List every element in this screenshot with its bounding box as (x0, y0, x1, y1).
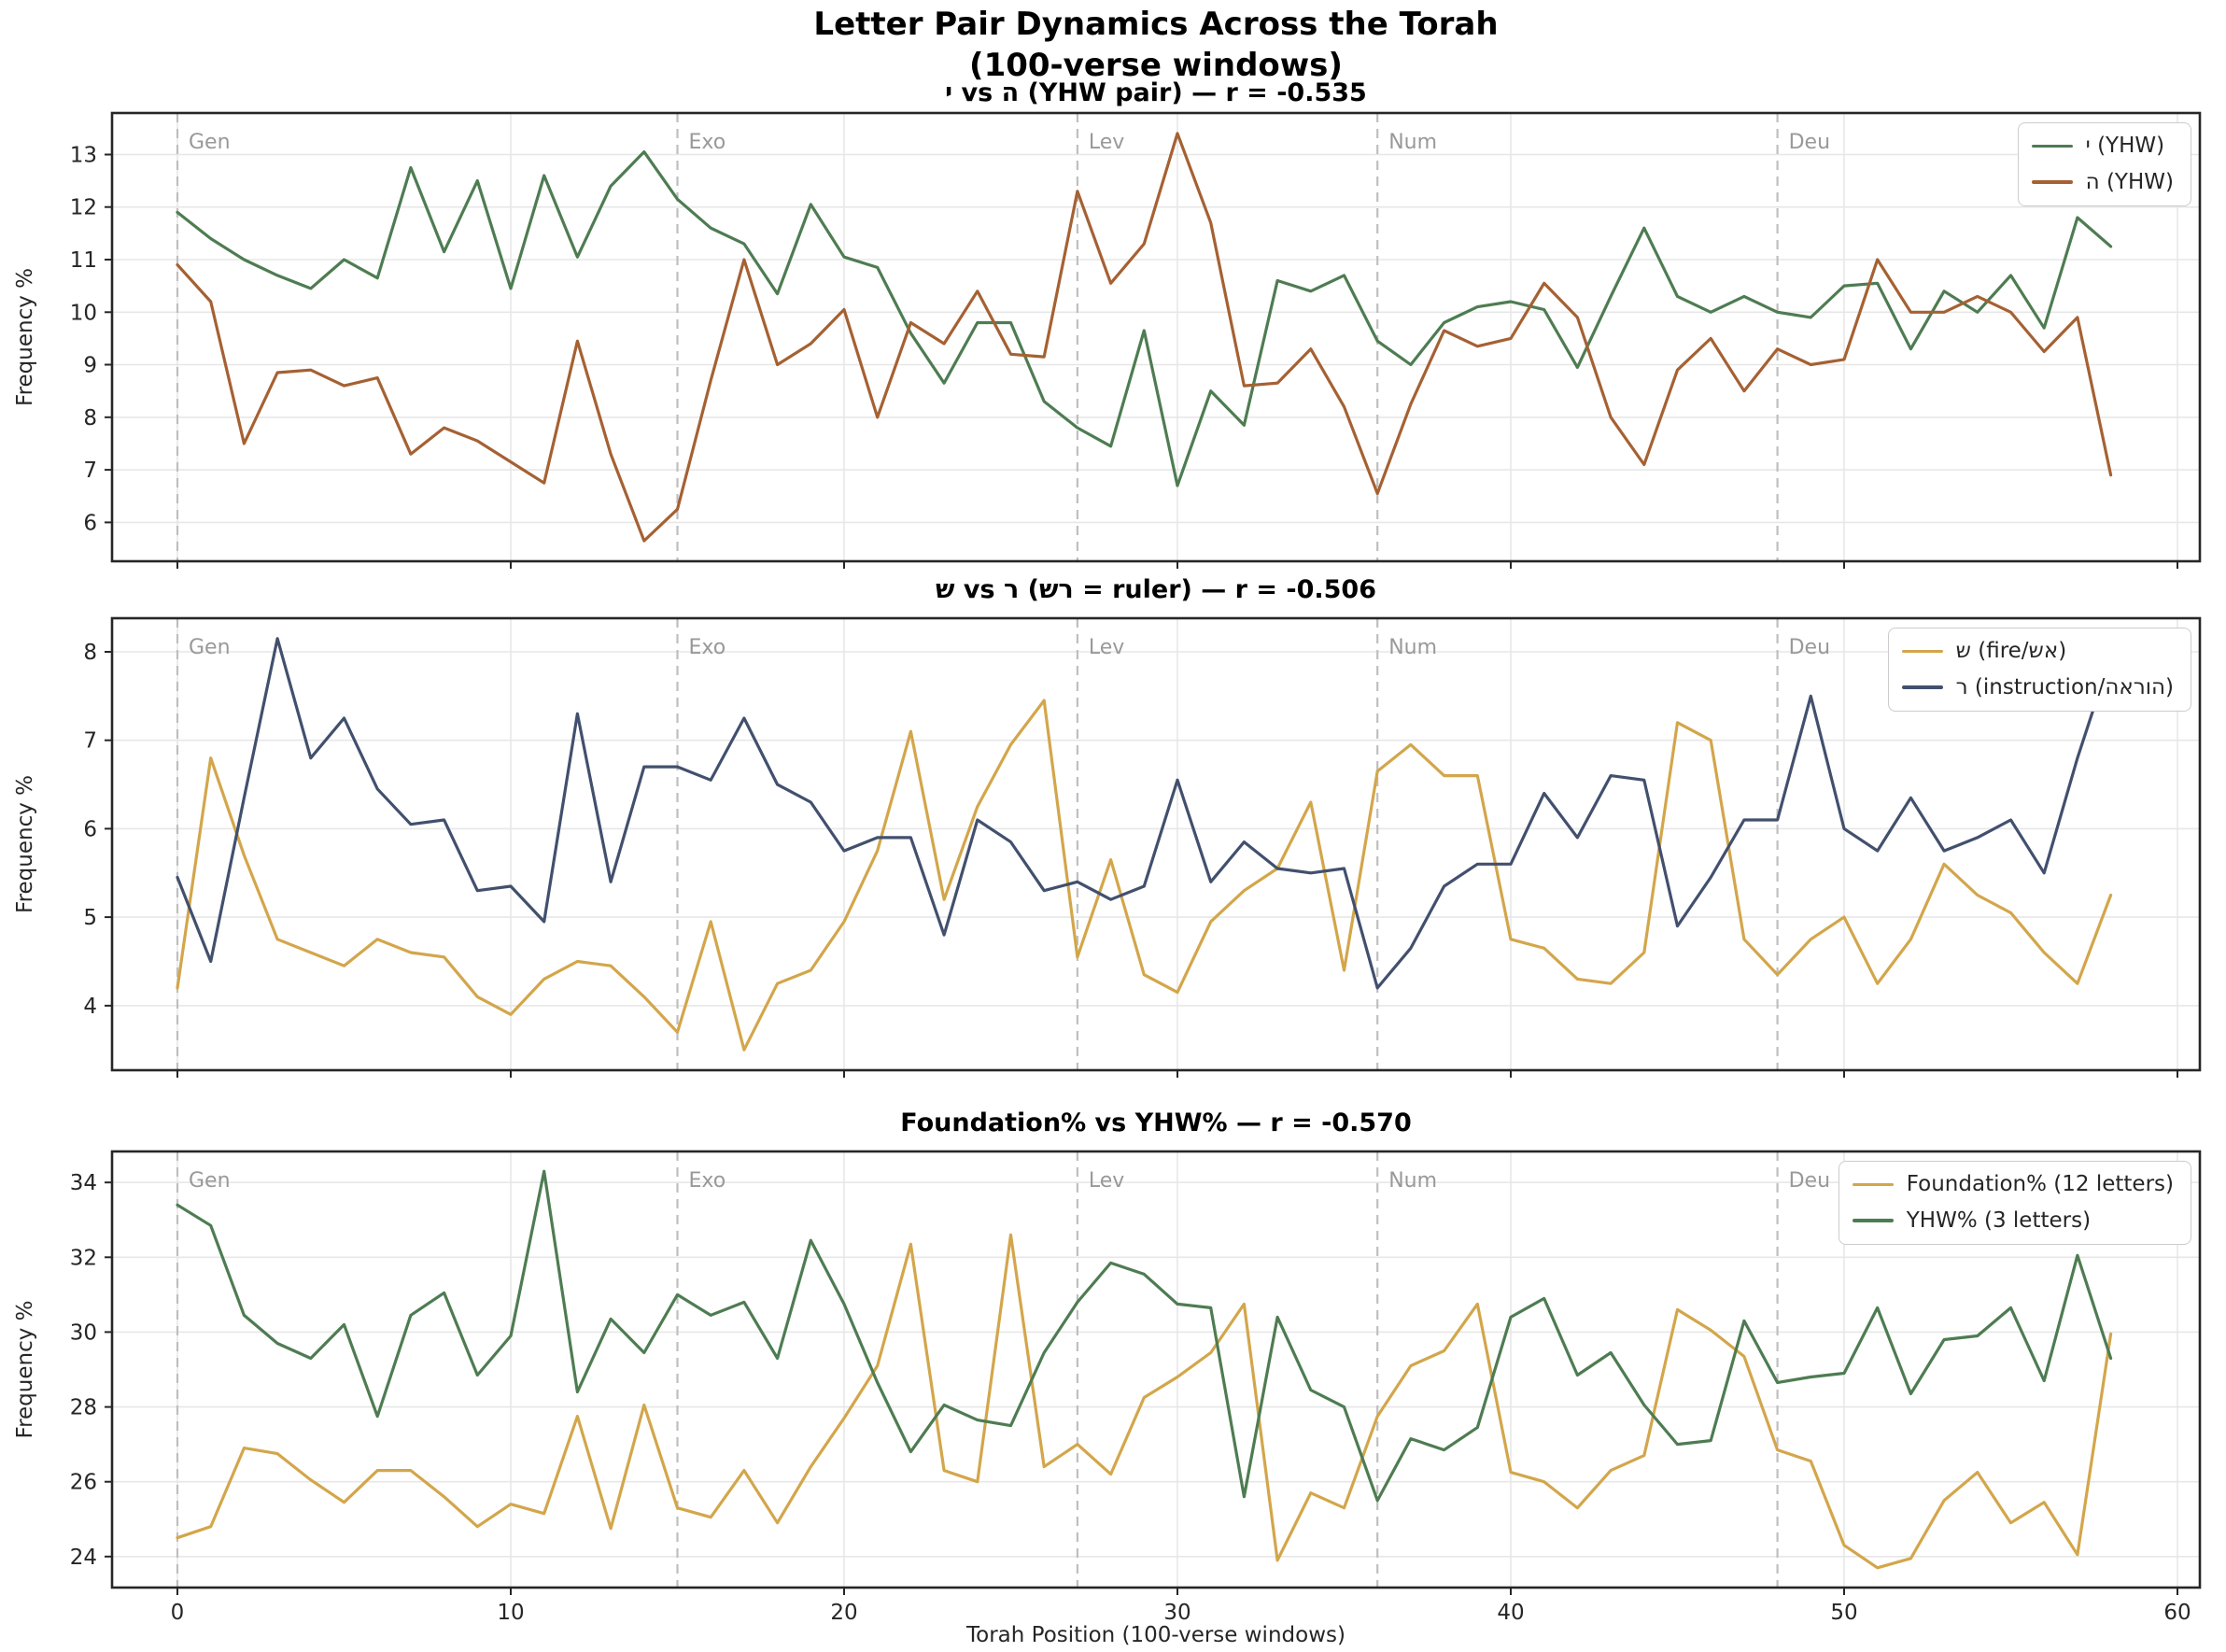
series-line-p2-s1 (176, 699, 2113, 1052)
y-tick-label: 4 (83, 995, 97, 1019)
legend-item: ר (instruction/הארוה) (1901, 674, 2174, 701)
y-tick-label: 34 (70, 1171, 97, 1195)
y-axis-label: Frequency % (13, 775, 37, 913)
y-tick-label: 9 (83, 354, 97, 378)
x-tick-label: 50 (1830, 1601, 1857, 1625)
legend-item: ה (YHW) (2031, 169, 2174, 196)
book-marker-label: Exo (689, 636, 726, 659)
book-marker-label: Num (1388, 636, 1437, 659)
book-marker-label: Num (1388, 1169, 1437, 1193)
y-tick-label: 6 (83, 511, 97, 535)
book-marker-label: Lev (1089, 131, 1124, 154)
y-tick-label: 7 (83, 729, 97, 754)
legend-swatch (1852, 1182, 1894, 1187)
book-marker-label: Lev (1089, 1169, 1124, 1193)
x-tick-label: 0 (171, 1601, 185, 1625)
book-marker-label: Lev (1089, 636, 1124, 659)
legend-item: YHW% (3 letters) (1852, 1207, 2174, 1235)
y-tick-label: 12 (70, 196, 97, 220)
y-tick-label: 26 (70, 1471, 97, 1495)
series-line-p3-s1 (176, 1233, 2113, 1570)
y-tick-label: 28 (70, 1396, 97, 1420)
figure-title-line1: Letter Pair Dynamics Across the Torah (813, 6, 1499, 43)
y-tick-label: 6 (83, 817, 97, 841)
legend-swatch (2031, 180, 2073, 184)
panel-border (110, 1150, 2202, 1589)
series-line-p1-s1 (176, 150, 2113, 487)
y-tick-label: 5 (83, 906, 97, 930)
y-tick-label: 13 (70, 144, 97, 168)
series-line-p2-s2 (176, 637, 2113, 990)
x-tick-label: 30 (1163, 1601, 1190, 1625)
book-marker-label: Deu (1789, 636, 1830, 659)
legend-label: ה (YHW) (2085, 169, 2174, 194)
book-marker-label: Gen (189, 131, 231, 154)
book-marker-label: Deu (1789, 1169, 1830, 1193)
legend-label: YHW% (3 letters) (1906, 1207, 2092, 1233)
legend-item: Foundation% (12 letters) (1852, 1171, 2174, 1198)
panel-1-title: י vs ה (YHW pair) — r = -0.535 (945, 78, 1367, 107)
x-tick-label: 40 (1497, 1601, 1524, 1625)
legend-panel-1: י (YHW) ה (YHW) (2017, 122, 2191, 206)
y-tick-label: 10 (70, 301, 97, 325)
series-line-p3-s2 (176, 1169, 2113, 1503)
figure-title-line2: (100-verse windows) (969, 47, 1343, 84)
x-tick-label: 20 (830, 1601, 857, 1625)
x-tick-label: 60 (2163, 1601, 2191, 1625)
y-tick-label: 11 (70, 248, 97, 273)
x-axis-label: Torah Position (100-verse windows) (966, 1623, 1345, 1647)
book-marker-label: Gen (189, 1169, 231, 1193)
panel-3-title: Foundation% vs YHW% — r = -0.570 (900, 1108, 1412, 1137)
legend-label: Foundation% (12 letters) (1906, 1172, 2174, 1196)
y-axis-label: Frequency % (13, 268, 37, 406)
legend-swatch (1901, 685, 1943, 689)
y-tick-label: 24 (70, 1546, 97, 1570)
book-marker-label: Exo (689, 1169, 726, 1193)
panel-2-title: ש vs ר (שר = ruler) — r = -0.506 (936, 575, 1376, 604)
x-tick-label: 10 (497, 1601, 524, 1625)
y-tick-label: 30 (70, 1320, 97, 1345)
y-axis-label: Frequency % (13, 1301, 37, 1439)
book-marker-label: Gen (189, 636, 231, 659)
legend-label: ר (instruction/הארוה) (1955, 674, 2174, 699)
book-marker-label: Exo (689, 131, 726, 154)
legend-panel-2: ש (fire/שא) ר (instruction/הארוה) (1887, 628, 2191, 712)
legend-label: ש (fire/שא) (1955, 639, 2067, 663)
y-tick-label: 8 (83, 641, 97, 665)
panel-border (110, 616, 2202, 1072)
series-line-p1-s2 (176, 132, 2113, 543)
legend-panel-3: Foundation% (12 letters) YHW% (3 letters… (1838, 1161, 2191, 1245)
panel-1-plot: Gen Exo Lev Num Deu 6 7 8 9 10 11 12 13 Frequency % (13, 111, 2202, 569)
y-tick-label: 32 (70, 1246, 97, 1270)
legend-swatch (1901, 649, 1943, 654)
legend-label: י (YHW) (2085, 134, 2165, 158)
legend-item: ש (fire/שא) (1901, 638, 2174, 665)
book-marker-label: Deu (1789, 131, 1830, 154)
legend-item: י (YHW) (2031, 133, 2174, 160)
y-tick-label: 7 (83, 459, 97, 483)
panel-2-plot: Gen Exo Lev Num Deu 4 5 6 7 8 Frequency % (13, 616, 2202, 1078)
panel-border (110, 111, 2202, 563)
legend-swatch (2031, 144, 2073, 148)
legend-swatch (1852, 1219, 1894, 1222)
y-tick-label: 8 (83, 406, 97, 431)
book-marker-label: Num (1388, 131, 1437, 154)
